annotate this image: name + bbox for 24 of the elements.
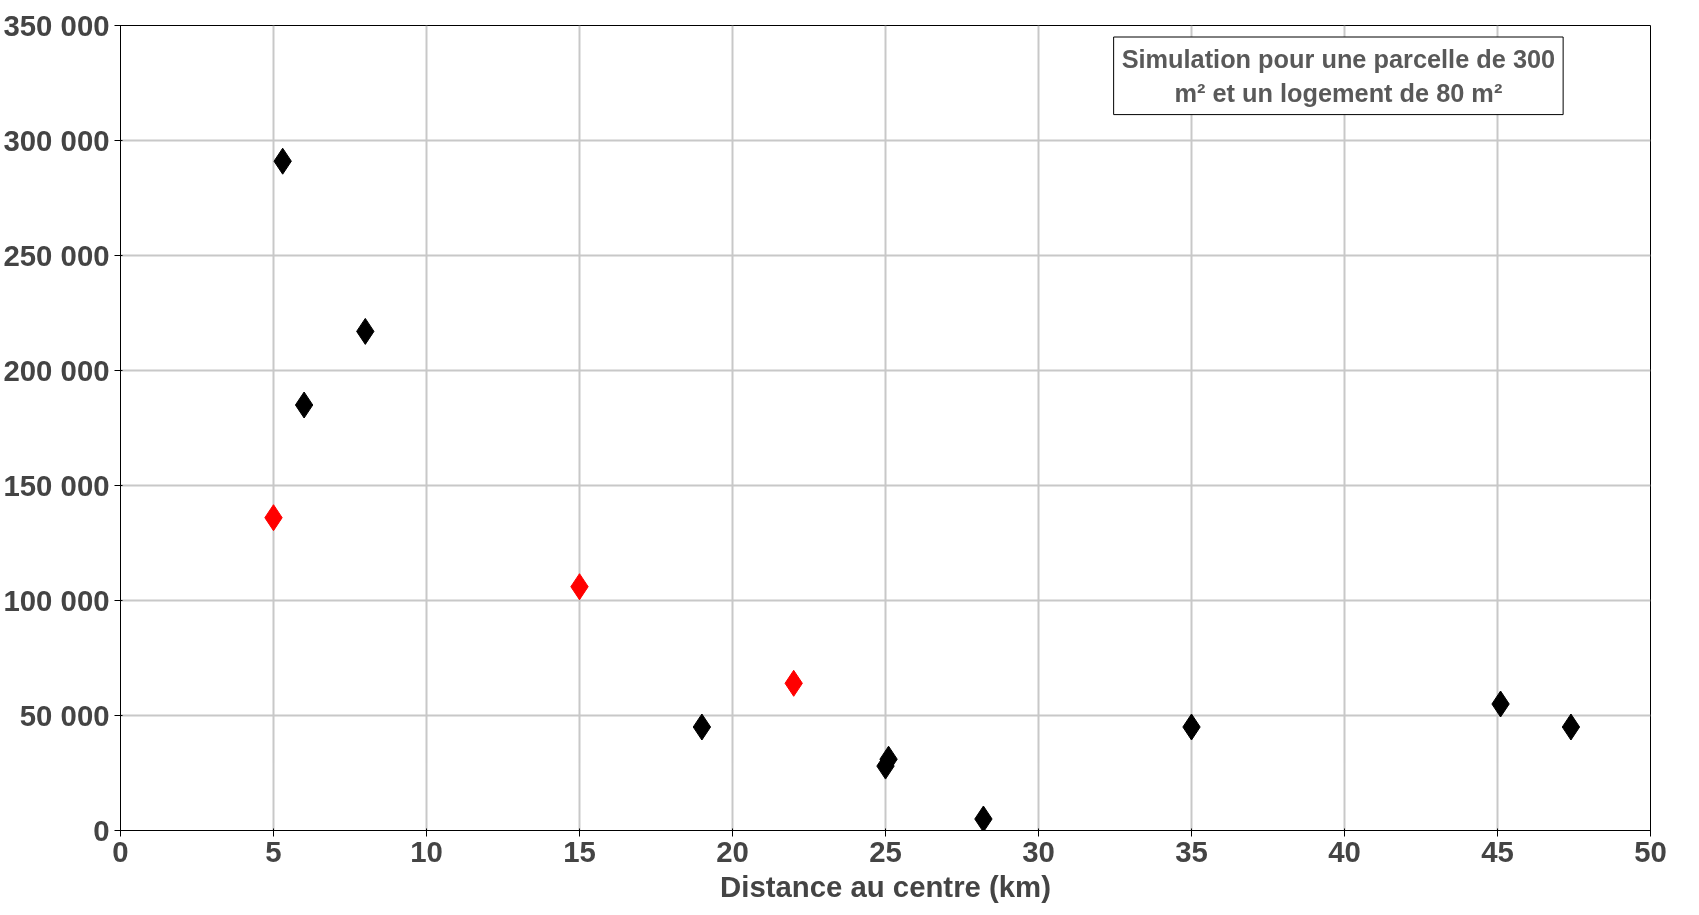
y-tick-label: 100 000: [3, 584, 110, 617]
y-tick-label: 250 000: [3, 239, 110, 272]
point: [1561, 713, 1581, 741]
y-tick-label: 150 000: [3, 469, 110, 502]
x-tick-label: 5: [265, 834, 282, 868]
y-tick-label: 350 000: [3, 9, 110, 42]
x-tick-label: 50: [1634, 834, 1667, 868]
x-tick-label: 35: [1175, 834, 1208, 868]
x-tick-label: 20: [716, 834, 749, 868]
x-tick-label: 40: [1328, 834, 1361, 868]
x-tick-label: 10: [410, 834, 443, 868]
annotation: Simulation pour une parcelle de 300 m² et un logement de 80 m²: [1121, 45, 1556, 107]
x-axis-title: Distance au centre (km): [720, 869, 1051, 903]
x-tick-label: 25: [869, 834, 902, 868]
point: [692, 713, 712, 741]
x-tick-label: 15: [563, 834, 596, 868]
point: [974, 805, 993, 831]
y-tick-label: 300 000: [3, 124, 110, 157]
y-tick-label: 0: [93, 814, 110, 847]
y-tick-label: 50 000: [19, 699, 110, 732]
y-tick-label: 200 000: [3, 354, 110, 387]
x-tick-label: 30: [1022, 834, 1055, 868]
point: [294, 391, 314, 419]
x-tick-label: 45: [1481, 834, 1514, 868]
